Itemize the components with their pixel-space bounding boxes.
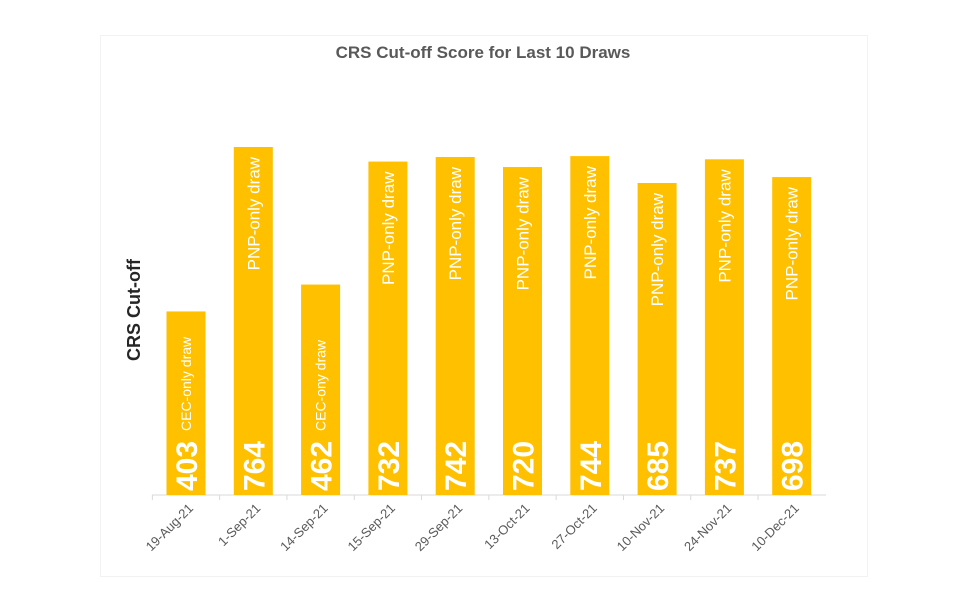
data-label: 462	[306, 441, 339, 491]
bar	[772, 177, 812, 496]
x-tick-label: 13-Oct-21	[481, 501, 532, 552]
bar-annotation: PNP-only draw	[379, 171, 398, 285]
bar-annotation: PNP-only draw	[244, 156, 263, 270]
data-label: 732	[373, 441, 406, 491]
bar	[166, 311, 206, 495]
bar	[233, 147, 273, 495]
x-tick-label: 10-Nov-21	[614, 501, 668, 555]
bar	[435, 157, 475, 495]
bar-annotation: CEC-ony draw	[313, 339, 329, 431]
data-label: 742	[440, 441, 473, 491]
bar	[503, 167, 542, 496]
x-tick-label: 15-Sep-21	[344, 501, 398, 555]
bar	[570, 156, 610, 495]
bar-annotation: PNP-only draw	[514, 176, 533, 290]
x-tick-label: 19-Aug-21	[143, 501, 197, 555]
bar	[368, 161, 408, 495]
bar-annotation: PNP-only draw	[715, 169, 734, 283]
data-label: 737	[709, 441, 742, 491]
x-tick-label: 27-Oct-21	[548, 501, 599, 552]
bar-annotation: PNP-only draw	[446, 166, 465, 280]
data-label: 403	[171, 441, 204, 491]
bar-annotation: CEC-only draw	[178, 336, 194, 431]
bar-annotation: PNP-only draw	[581, 165, 600, 279]
data-label: 764	[238, 441, 271, 491]
data-label: 685	[642, 441, 675, 491]
bar-annotation: PNP-only draw	[648, 192, 667, 306]
x-tick-label: 1-Sep-21	[215, 501, 263, 549]
chart-frame	[100, 35, 868, 577]
bar	[704, 159, 744, 495]
y-axis-label: CRS Cut-off	[124, 258, 144, 361]
data-label: 744	[575, 441, 608, 491]
x-tick-label: 14-Sep-21	[277, 501, 331, 555]
x-tick-label: 24-Nov-21	[681, 501, 735, 555]
bar	[301, 284, 341, 495]
data-label: 720	[508, 441, 541, 491]
x-tick-label: 29-Sep-21	[412, 501, 466, 555]
chart-title: CRS Cut-off Score for Last 10 Draws	[336, 43, 631, 62]
x-tick-label: 10-Dec-21	[748, 501, 802, 555]
bar	[637, 182, 677, 495]
data-label: 698	[777, 441, 810, 491]
bar-annotation: PNP-only draw	[783, 186, 802, 300]
